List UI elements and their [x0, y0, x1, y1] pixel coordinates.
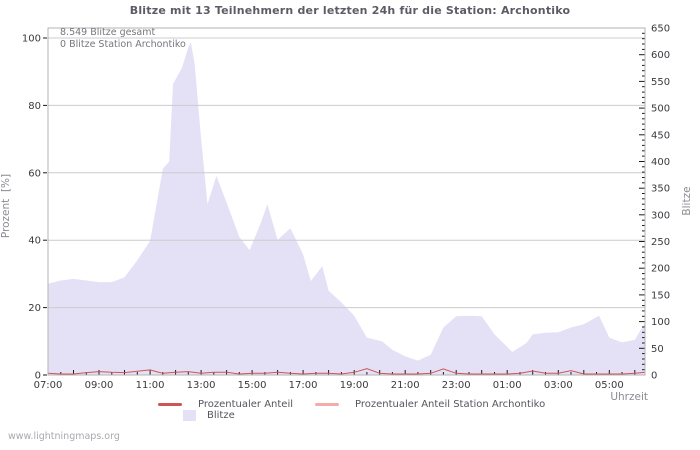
left-tick-label: 80 — [28, 101, 41, 112]
left-axis-ticks — [43, 37, 47, 376]
annotation-station-strikes: 0 Blitze Station Archontiko — [60, 39, 186, 50]
right-tick-label: 550 — [651, 77, 670, 88]
plot-frame — [47, 27, 646, 376]
percent-line-swatch — [158, 403, 182, 406]
legend-label-blitze: Blitze — [207, 410, 235, 421]
y-axis-left-label: Prozent [%] — [0, 173, 12, 239]
right-axis-tick-labels: 0 50 100 150 200 250 300 350 400 450 500 550 600 650 — [651, 24, 670, 382]
right-tick-label: 0 — [651, 371, 657, 382]
x-tick-label: 05:00 — [595, 380, 624, 391]
x-tick-label: 11:00 — [136, 380, 165, 391]
legend-item-station-percent: Prozentualer Anteil Station Archontiko — [315, 399, 545, 410]
right-tick-label: 50 — [651, 344, 664, 355]
left-tick-label: 60 — [28, 168, 41, 179]
legend-item-percent: Prozentualer Anteil — [158, 399, 293, 410]
station-line-swatch — [315, 403, 339, 406]
x-tick-label: 03:00 — [544, 380, 573, 391]
left-tick-label: 20 — [28, 303, 41, 314]
right-tick-label: 600 — [651, 50, 670, 61]
right-tick-label: 200 — [651, 264, 670, 275]
y-axis-right-label: Blitze — [681, 186, 693, 216]
left-tick-label: 40 — [28, 236, 41, 247]
gridlines — [48, 37, 645, 309]
right-tick-label: 250 — [651, 237, 670, 248]
x-tick-label: 19:00 — [340, 380, 369, 391]
x-tick-label: 21:00 — [391, 380, 420, 391]
legend-item-blitze: Blitze — [183, 410, 235, 421]
x-axis-tick-labels: 07:00 09:00 11:00 13:00 15:00 17:00 19:00 21:00… — [34, 380, 624, 391]
x-tick-label: 07:00 — [34, 380, 63, 391]
x-tick-label: 01:00 — [493, 380, 522, 391]
blitze-area-series — [48, 42, 645, 376]
x-axis-label: Uhrzeit — [610, 391, 648, 403]
watermark-url: www.lightningmaps.org — [8, 431, 120, 442]
blitze-area-swatch — [183, 410, 196, 421]
x-tick-label: 09:00 — [85, 380, 114, 391]
x-tick-label: 17:00 — [289, 380, 318, 391]
left-axis-tick-labels: 0 20 40 60 80 100 — [22, 34, 41, 382]
right-tick-label: 150 — [651, 290, 670, 301]
right-tick-label: 400 — [651, 157, 670, 168]
chart-title: Blitze mit 13 Teilnehmern der letzten 24… — [129, 4, 571, 17]
percent-line-series — [47, 368, 646, 375]
right-axis-ticks — [639, 27, 645, 371]
right-tick-label: 450 — [651, 130, 670, 141]
x-tick-label: 15:00 — [238, 380, 267, 391]
left-tick-label: 100 — [22, 34, 41, 45]
right-tick-label: 100 — [651, 317, 670, 328]
legend-label-station-percent: Prozentualer Anteil Station Archontiko — [355, 399, 546, 410]
legend-label-percent: Prozentualer Anteil — [198, 399, 294, 410]
right-tick-label: 350 — [651, 184, 670, 195]
right-tick-label: 300 — [651, 210, 670, 221]
annotation-total-strikes: 8.549 Blitze gesamt — [60, 27, 156, 38]
right-tick-label: 650 — [651, 24, 670, 35]
left-tick-label: 0 — [35, 371, 41, 382]
x-tick-label: 23:00 — [442, 380, 471, 391]
right-tick-label: 500 — [651, 104, 670, 115]
x-tick-label: 13:00 — [187, 380, 216, 391]
